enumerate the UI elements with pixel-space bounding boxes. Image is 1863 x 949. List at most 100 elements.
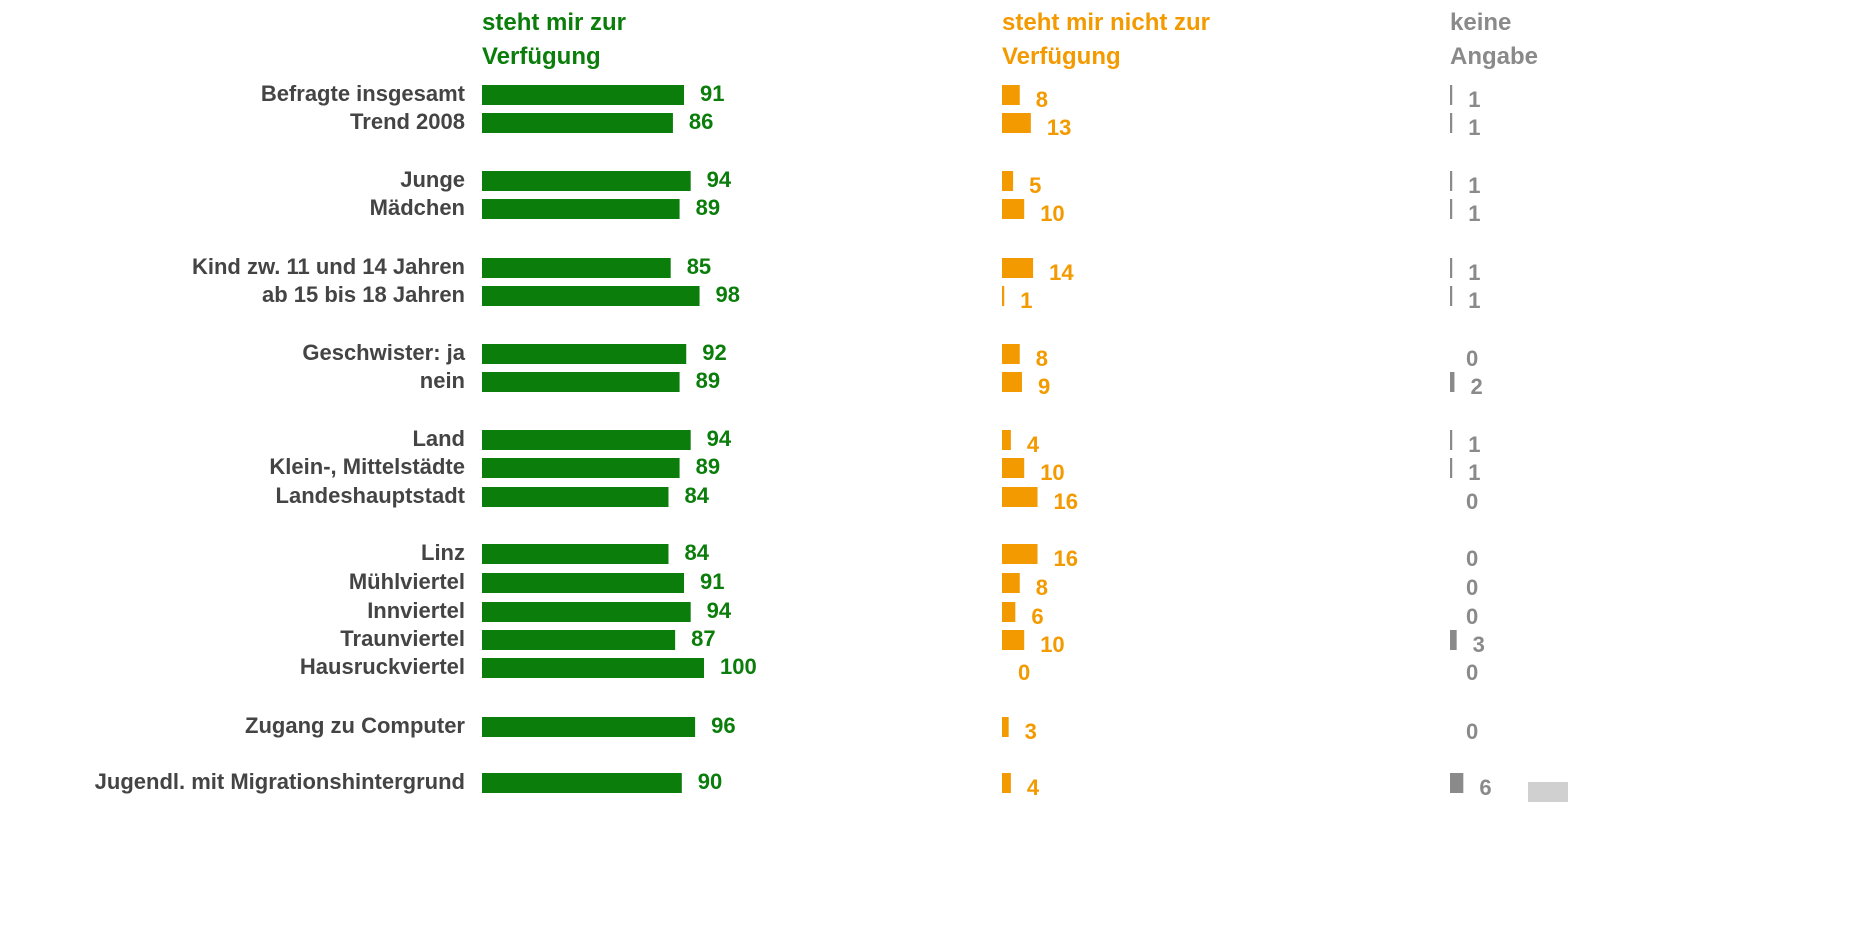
bar — [482, 286, 700, 306]
category-label: nein — [420, 368, 465, 393]
value-label: 94 — [707, 426, 732, 451]
value-label: 1 — [1468, 460, 1480, 485]
category-label: Jugendl. mit Migrationshintergrund — [95, 769, 465, 794]
bar — [1450, 171, 1453, 191]
category-label: Trend 2008 — [350, 109, 465, 134]
value-label: 1 — [1468, 201, 1480, 226]
bar — [482, 113, 673, 133]
value-label: 16 — [1054, 546, 1078, 571]
value-label: 0 — [1466, 660, 1478, 685]
category-label: Linz — [421, 540, 465, 565]
value-label: 5 — [1029, 173, 1041, 198]
bar — [482, 487, 669, 507]
value-label: 9 — [1038, 374, 1050, 399]
value-label: 6 — [1031, 604, 1043, 629]
value-label: 10 — [1040, 460, 1064, 485]
value-label: 6 — [1479, 775, 1491, 800]
value-label: 100 — [720, 654, 757, 679]
series-header: steht mir zur Verfügung — [482, 9, 627, 70]
bar — [482, 717, 696, 737]
value-label: 1 — [1468, 173, 1480, 198]
value-label: 0 — [1466, 346, 1478, 371]
value-label: 91 — [700, 81, 724, 106]
value-label: 8 — [1036, 575, 1048, 600]
category-label: Kind zw. 11 und 14 Jahren — [192, 254, 465, 279]
value-label: 0 — [1466, 546, 1478, 571]
bar — [482, 85, 685, 105]
category-label: ab 15 bis 18 Jahren — [262, 282, 465, 307]
bar — [1450, 286, 1453, 306]
value-label: 1 — [1468, 115, 1480, 140]
value-label: 1 — [1468, 87, 1480, 112]
category-label: Innviertel — [367, 598, 465, 623]
category-label: Mädchen — [370, 195, 465, 220]
bar — [482, 344, 687, 364]
value-label: 1 — [1468, 260, 1480, 285]
bar — [482, 773, 682, 793]
value-label: 87 — [691, 626, 715, 651]
value-label: 1 — [1468, 288, 1480, 313]
value-label: 8 — [1036, 87, 1048, 112]
value-label: 3 — [1473, 632, 1485, 657]
bar — [1002, 573, 1020, 593]
category-label: Landeshauptstadt — [276, 483, 466, 508]
value-label: 90 — [698, 769, 722, 794]
value-label: 94 — [707, 598, 732, 623]
value-label: 92 — [702, 340, 726, 365]
category-label: Hausruckviertel — [300, 654, 465, 679]
value-label: 96 — [711, 713, 735, 738]
value-label: 1 — [1020, 288, 1032, 313]
value-label: 3 — [1025, 719, 1037, 744]
bar — [1002, 199, 1025, 219]
bar — [1002, 258, 1034, 278]
bar — [1002, 458, 1025, 478]
bar — [1002, 717, 1009, 737]
value-label: 4 — [1027, 775, 1040, 800]
bar — [482, 458, 680, 478]
bar — [1002, 372, 1022, 392]
value-label: 91 — [700, 569, 724, 594]
value-label: 89 — [696, 368, 720, 393]
bar — [482, 430, 691, 450]
bar — [1002, 85, 1020, 105]
value-label: 89 — [696, 454, 720, 479]
category-label: Land — [412, 426, 465, 451]
bar — [1002, 171, 1014, 191]
bar — [1450, 113, 1453, 133]
bar — [1002, 602, 1016, 622]
bar — [482, 171, 691, 191]
value-label: 10 — [1040, 201, 1064, 226]
value-label: 85 — [687, 254, 711, 279]
bar — [1002, 544, 1038, 564]
category-label: Befragte insgesamt — [261, 81, 466, 106]
category-label: Klein-, Mittelstädte — [269, 454, 465, 479]
value-label: 89 — [696, 195, 720, 220]
value-label: 1 — [1468, 432, 1480, 457]
value-label: 0 — [1018, 660, 1030, 685]
bar — [482, 602, 691, 622]
bar — [1450, 85, 1453, 105]
value-label: 14 — [1049, 260, 1074, 285]
bar — [1450, 630, 1457, 650]
bar — [1002, 630, 1025, 650]
bar — [1002, 430, 1011, 450]
bar — [482, 199, 680, 219]
value-label: 84 — [684, 483, 709, 508]
value-label: 0 — [1466, 489, 1478, 514]
bar — [1002, 344, 1020, 364]
value-label: 13 — [1047, 115, 1071, 140]
value-label: 86 — [689, 109, 713, 134]
bar — [1002, 113, 1031, 133]
bar — [1450, 199, 1453, 219]
value-label: 0 — [1466, 719, 1478, 744]
bar — [1002, 286, 1005, 306]
value-label: 0 — [1466, 604, 1478, 629]
bar — [1450, 773, 1464, 793]
series-header: keine Angabe — [1450, 9, 1539, 70]
value-label: 4 — [1027, 432, 1040, 457]
bar — [482, 258, 671, 278]
value-label: 16 — [1054, 489, 1078, 514]
value-label: 98 — [716, 282, 740, 307]
